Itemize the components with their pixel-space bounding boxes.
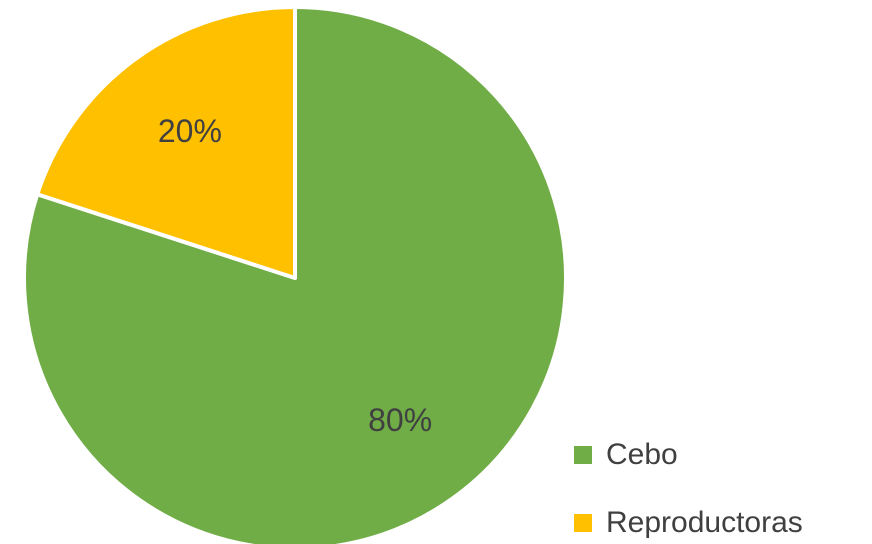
legend-label: Cebo	[606, 438, 678, 471]
legend-swatch	[574, 514, 592, 532]
legend-label: Reproductoras	[606, 506, 803, 539]
legend-swatch	[574, 446, 592, 464]
data-label: 20%	[158, 113, 222, 149]
pie-slice	[35, 5, 297, 280]
pie-slice	[22, 5, 568, 544]
data-label: 80%	[368, 402, 432, 438]
